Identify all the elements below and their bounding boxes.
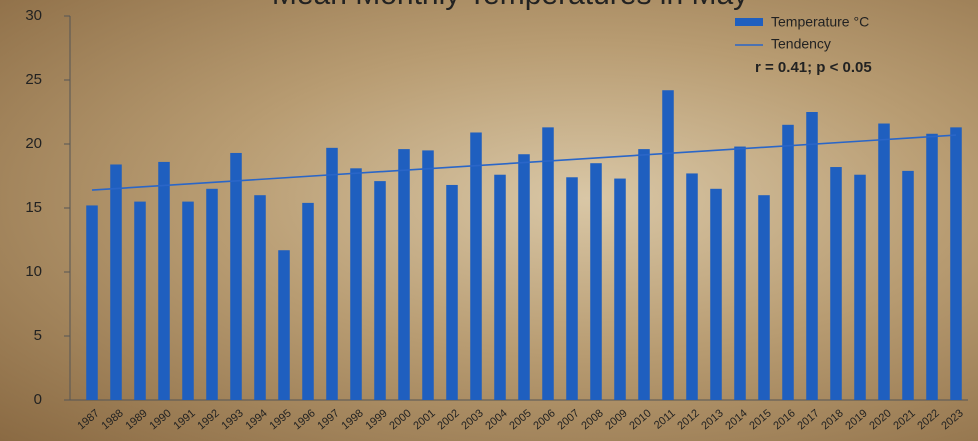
x-tick-label: 2017: [795, 407, 821, 432]
x-tick-label: 1990: [147, 407, 173, 432]
x-tick-label: 2002: [435, 407, 461, 432]
bar: [638, 149, 650, 400]
bar: [446, 184, 458, 400]
x-tick-label: 2014: [723, 407, 749, 432]
x-tick-label: 2018: [819, 407, 845, 432]
x-tick-label: 2022: [915, 407, 941, 432]
y-tick-label: 5: [34, 327, 42, 344]
bar: [590, 163, 602, 400]
bar: [182, 201, 194, 400]
bar: [278, 250, 290, 400]
x-tick-label: 2007: [555, 407, 581, 432]
bar: [662, 90, 674, 401]
bar: [758, 195, 770, 400]
y-tick-label: 20: [25, 135, 42, 152]
x-tick-label: 2010: [627, 407, 653, 432]
bar: [158, 161, 170, 400]
bar: [734, 146, 746, 400]
x-tick-label: 2004: [483, 407, 509, 432]
x-tick-label: 1994: [243, 407, 269, 432]
x-tick-label: 1999: [363, 407, 389, 432]
bar: [782, 124, 794, 401]
bar: [950, 127, 962, 401]
x-tick-label: 2005: [507, 407, 533, 432]
bar: [542, 127, 554, 401]
trend-line: [91, 134, 957, 191]
x-tick-label: 1988: [99, 407, 125, 432]
bar: [518, 154, 530, 400]
x-tick-label: 1989: [123, 407, 149, 432]
bar: [326, 147, 338, 400]
x-tick-label: 1996: [291, 407, 317, 432]
bar: [686, 173, 698, 400]
x-tick-label: 1993: [219, 407, 245, 432]
x-tick-label: 1991: [171, 407, 197, 432]
bar: [374, 181, 386, 400]
x-tick-label: 2006: [531, 407, 557, 432]
annotation: r = 0.41; p < 0.05: [755, 59, 872, 76]
y-tick-label: 10: [25, 263, 42, 280]
x-tick-label: 1995: [267, 407, 293, 432]
bar: [134, 201, 146, 400]
bar: [878, 123, 890, 401]
y-tick-label: 15: [25, 199, 42, 216]
x-tick-label: 2008: [579, 407, 605, 432]
x-tick-label: 2021: [891, 407, 917, 432]
legend-label: Tendency: [771, 36, 831, 52]
x-tick-label: 1998: [339, 407, 365, 432]
bar: [710, 188, 722, 400]
bar: [86, 205, 98, 400]
bar: [614, 178, 626, 400]
bar: [398, 149, 410, 400]
y-tick-label: 0: [34, 391, 42, 408]
bar: [350, 168, 362, 400]
x-tick-label: 2009: [603, 407, 629, 432]
bar: [854, 174, 866, 400]
x-tick-label: 2011: [652, 407, 678, 431]
bar: [206, 188, 218, 400]
x-tick-label: 2015: [747, 407, 773, 432]
x-tick-label: 2000: [387, 407, 413, 432]
bar: [230, 152, 242, 400]
bar: [566, 177, 578, 400]
bar: [926, 133, 938, 400]
bar: [110, 164, 122, 400]
legend-label: Temperature °C: [771, 14, 869, 30]
y-tick-label: 30: [25, 7, 42, 24]
x-tick-label: 2016: [771, 407, 797, 432]
x-tick-label: 2001: [411, 407, 437, 432]
bar: [302, 202, 314, 400]
chart-title: Mean Monthly Temperatures in May: [272, 0, 748, 11]
bar: [806, 112, 818, 400]
bar: [254, 195, 266, 400]
bar: [494, 174, 506, 400]
legend-swatch: [735, 18, 763, 26]
x-tick-label: 2020: [867, 407, 893, 432]
bar: [422, 150, 434, 400]
bar: [902, 170, 914, 400]
x-tick-label: 2003: [459, 407, 485, 432]
x-tick-label: 2019: [843, 407, 869, 432]
x-tick-label: 2013: [699, 407, 725, 432]
bar: [830, 167, 842, 400]
x-tick-label: 2023: [939, 407, 965, 432]
x-tick-label: 2012: [675, 407, 701, 432]
bar: [470, 132, 482, 401]
x-tick-label: 1987: [75, 407, 101, 432]
x-tick-label: 1997: [315, 407, 341, 432]
y-tick-label: 25: [25, 71, 42, 88]
x-tick-label: 1992: [195, 407, 221, 432]
